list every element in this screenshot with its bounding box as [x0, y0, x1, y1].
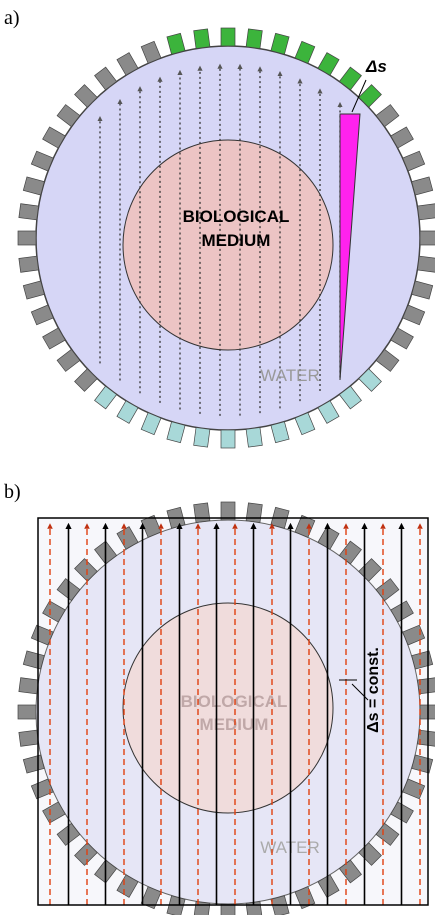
transducer: [74, 842, 98, 866]
transducer: [30, 150, 54, 172]
transducer: [220, 501, 236, 521]
transducer: [74, 368, 98, 392]
transducer: [338, 859, 362, 884]
transducer: [30, 304, 54, 326]
transducer: [30, 778, 54, 800]
transducer: [294, 40, 316, 64]
transducer: [390, 327, 414, 350]
medium-label: BIOLOGICAL: [181, 692, 288, 711]
transducer: [193, 901, 211, 915]
transducer: [140, 886, 162, 910]
transducer: [358, 84, 382, 108]
medium-region: [122, 602, 334, 814]
transducer: [116, 874, 139, 898]
delta-s-label: Δs: [365, 57, 387, 76]
transducer: [270, 32, 290, 55]
transducer: [140, 40, 162, 64]
transducer: [270, 421, 290, 444]
transducer: [220, 27, 236, 47]
transducer: [220, 429, 236, 449]
transducer: [402, 150, 426, 172]
transducer: [42, 600, 66, 623]
transducer: [317, 52, 340, 76]
transducer: [294, 412, 316, 436]
transducer: [56, 104, 81, 128]
medium-label: MEDIUM: [200, 715, 269, 734]
transducer: [116, 52, 139, 76]
transducer: [402, 778, 426, 800]
transducer: [245, 502, 263, 523]
panel-label: a): [4, 7, 20, 29]
transducer: [166, 32, 186, 55]
transducer: [116, 526, 139, 550]
transducer: [193, 28, 211, 49]
transducer: [338, 385, 362, 410]
transducer: [18, 203, 39, 221]
transducer: [193, 502, 211, 523]
transducer: [338, 540, 362, 565]
transducer: [22, 176, 45, 196]
transducer: [419, 230, 435, 246]
transducer: [166, 421, 186, 444]
transducer: [417, 255, 435, 273]
panel-a: Δs BIOLOGICAL MEDIUM WATER: [17, 27, 435, 449]
transducer: [94, 66, 118, 91]
transducer: [411, 280, 434, 300]
transducer: [17, 704, 37, 720]
transducer: [22, 280, 45, 300]
transducer: [22, 754, 45, 774]
panel-b: BIOLOGICAL MEDIUM WATER Δs = const.: [17, 501, 435, 915]
panel-label: b): [4, 481, 21, 503]
transducer: [56, 348, 81, 372]
medium-label: BIOLOGICAL: [183, 207, 290, 226]
transducer: [375, 348, 400, 372]
transducer: [42, 327, 66, 350]
delta-s-const-label: Δs = const.: [365, 647, 382, 733]
transducer: [116, 400, 139, 424]
transducer: [358, 368, 382, 392]
transducer: [317, 400, 340, 424]
transducer: [338, 66, 362, 91]
transducer: [411, 176, 434, 196]
transducer: [402, 304, 426, 326]
transducer: [402, 624, 426, 646]
water-label: WATER: [260, 366, 320, 385]
transducer: [18, 255, 39, 273]
transducer: [317, 874, 340, 898]
transducer: [220, 903, 236, 915]
transducer: [30, 624, 54, 646]
wedge: [339, 113, 361, 381]
transducer: [375, 104, 400, 128]
transducer: [317, 526, 340, 550]
transducer: [74, 558, 98, 582]
medium-label: MEDIUM: [202, 231, 271, 250]
transducer: [18, 729, 39, 747]
transducer: [417, 203, 435, 221]
transducer: [17, 230, 37, 246]
transducer: [74, 84, 98, 108]
transducer: [42, 126, 66, 149]
pointer: [351, 683, 369, 701]
box: [37, 517, 429, 906]
transducer: [193, 427, 211, 448]
transducer: [94, 385, 118, 410]
pointer: [351, 79, 367, 113]
transducer: [42, 801, 66, 824]
transducer: [22, 650, 45, 670]
transducer: [140, 412, 162, 436]
transducer: [18, 677, 39, 695]
transducer: [245, 427, 263, 448]
transducer: [294, 886, 316, 910]
transducer: [245, 28, 263, 49]
transducer: [390, 126, 414, 149]
